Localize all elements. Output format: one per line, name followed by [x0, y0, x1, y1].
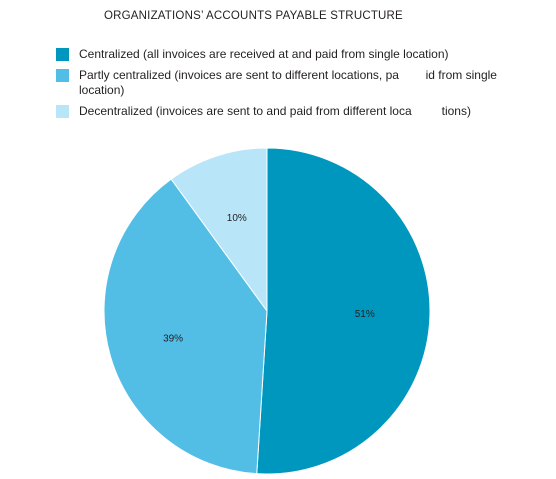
- pie-slice-partly-centralized: [103, 178, 268, 475]
- legend-label-partly-centralized: Partly centralized (invoices are sent to…: [79, 68, 501, 97]
- legend-entry-centralized: Centralized (all invoices are received a…: [56, 47, 526, 62]
- pie-slice-centralized: [256, 147, 431, 475]
- legend-label-decentralized: Decentralized (invoices are sent to and …: [79, 104, 471, 118]
- legend-label-centralized: Centralized (all invoices are received a…: [79, 47, 449, 61]
- slice-label-partly-centralized: 39%: [163, 333, 183, 344]
- pie-slices: [103, 147, 431, 475]
- legend: Centralized (all invoices are received a…: [56, 47, 526, 125]
- pie-slice-labels: 51% 39% 10%: [163, 213, 375, 344]
- legend-swatch-decentralized: [56, 105, 69, 118]
- legend-entry-decentralized: Decentralized (invoices are sent to and …: [56, 104, 526, 119]
- legend-entry-partly-centralized: Partly centralized (invoices are sent to…: [56, 68, 509, 98]
- chart-title: ORGANIZATIONS’ ACCOUNTS PAYABLE STRUCTUR…: [104, 10, 403, 22]
- legend-swatch-partly-centralized: [56, 69, 69, 82]
- legend-swatch-centralized: [56, 48, 69, 61]
- pie-slice-decentralized: [170, 147, 268, 313]
- slice-label-centralized: 51%: [355, 309, 375, 320]
- slice-label-decentralized: 10%: [227, 213, 247, 224]
